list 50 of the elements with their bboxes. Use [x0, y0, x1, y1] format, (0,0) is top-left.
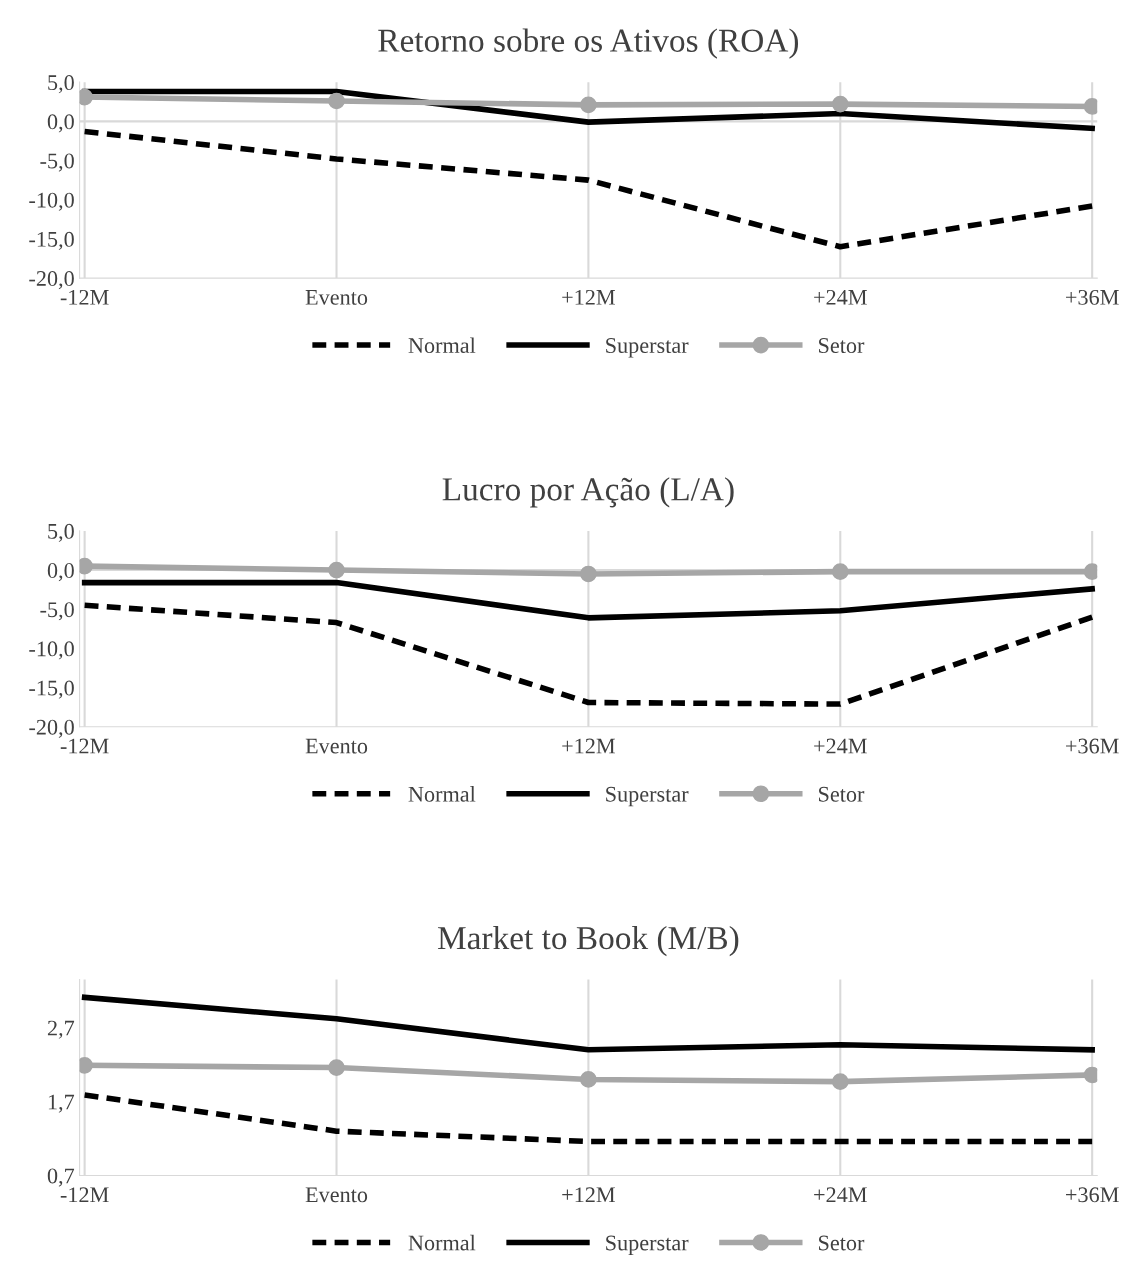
x-tick-label: +12M: [562, 738, 615, 754]
y-tick-label: -20,0: [29, 271, 74, 290]
point: [1083, 1066, 1098, 1084]
x-tick-label: +36M: [1066, 1187, 1119, 1203]
legend-label: Superstar: [606, 338, 689, 358]
x-tick-label: +36M: [1066, 738, 1119, 754]
x-tick-label: -12M: [60, 1187, 109, 1203]
point: [1083, 98, 1098, 115]
x-tick-label: +24M: [814, 1187, 867, 1203]
y-tick-label: -5,0: [40, 602, 74, 621]
y-tick-label: -20,0: [29, 719, 74, 738]
point: [328, 92, 345, 110]
point: [831, 95, 849, 113]
y-tick-label: -15,0: [29, 680, 74, 699]
legend-label: Superstar: [606, 786, 689, 807]
y-tick-label: 0,0: [47, 114, 74, 133]
legend-label: Setor: [819, 1235, 865, 1251]
y-tick-label: 1,7: [48, 1094, 75, 1113]
x-tick-label: +12M: [562, 1187, 615, 1203]
legend-label: Setor: [819, 338, 865, 354]
x-tick-label: +12M: [562, 289, 615, 305]
point: [328, 1059, 345, 1076]
x-tick-label: +24M: [814, 289, 867, 305]
y-tick-label: -5,0: [40, 153, 74, 172]
y-tick-label: -15,0: [29, 231, 74, 251]
x-tick-label: +36M: [1066, 289, 1119, 305]
point: [580, 96, 597, 114]
x-tick-label: +24M: [814, 738, 867, 754]
legend-label: Superstar: [606, 1235, 689, 1255]
y-tick-label: 5,0: [48, 523, 74, 543]
x-tick-label: Evento: [305, 1187, 368, 1203]
y-tick-label: 2,7: [47, 1020, 75, 1039]
y-tick-label: 5,0: [48, 75, 74, 94]
chart-title: Retorno sobre os Ativos (ROA): [378, 28, 799, 59]
y-tick-label: 0,7: [47, 1168, 75, 1187]
legend-label: Normal: [408, 337, 476, 354]
x-tick-label: Evento: [305, 738, 368, 754]
y-tick-label: -10,0: [29, 641, 74, 660]
x-tick-label: Evento: [305, 290, 368, 305]
chart-title: Lucro por Ação (L/A): [442, 477, 734, 508]
point: [580, 1071, 597, 1088]
legend-label: Normal: [408, 786, 476, 802]
x-tick-label: -12M: [60, 738, 109, 754]
legend-label: Normal: [408, 1234, 476, 1251]
y-tick-label: -10,0: [29, 192, 74, 211]
point: [831, 1073, 849, 1090]
y-tick-label: 0,0: [47, 563, 74, 582]
legend-label: Setor: [819, 786, 865, 802]
chart-title: Market to Book (M/B): [437, 925, 739, 957]
x-tick-label: -12M: [60, 289, 109, 305]
